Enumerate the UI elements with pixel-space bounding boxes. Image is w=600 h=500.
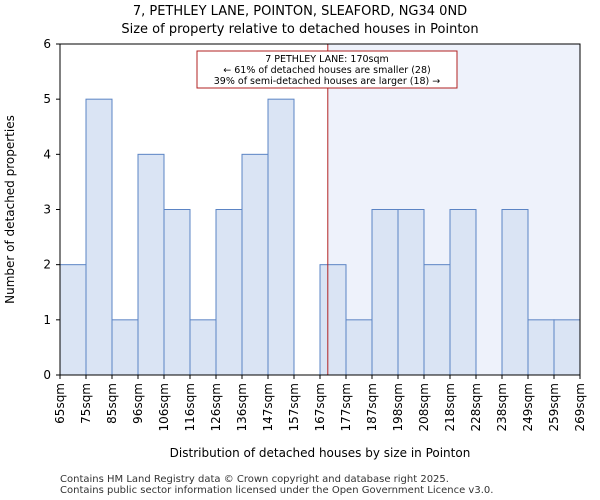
x-tick-label: 136sqm	[235, 383, 249, 431]
x-tick-label: 65sqm	[53, 383, 67, 424]
x-tick-label: 116sqm	[183, 383, 197, 431]
x-tick-label: 238sqm	[495, 383, 509, 431]
histogram-bar	[371, 209, 399, 376]
histogram-bar	[267, 98, 295, 376]
histogram-bar	[501, 209, 529, 376]
histogram-bar	[319, 264, 347, 376]
x-tick-label: 106sqm	[157, 383, 171, 431]
x-tick-label: 167sqm	[313, 383, 327, 431]
chart-title: Size of property relative to detached ho…	[121, 22, 479, 37]
histogram-bar	[553, 319, 581, 376]
histogram-chart: 0 1 2 3 4 5 6 65sqm 75sqm 85sqm 96sqm 106sqm 116sqm…	[3, 37, 587, 460]
y-tick-label: 4	[43, 147, 51, 161]
histogram-bar	[59, 264, 87, 376]
x-tick-label: 218sqm	[443, 383, 457, 431]
x-tick-label: 96sqm	[131, 383, 145, 424]
histogram-bar	[111, 319, 139, 376]
x-tick-label: 187sqm	[365, 383, 379, 431]
y-tick-label: 6	[43, 37, 51, 51]
annotation-line-2: ← 61% of detached houses are smaller (28…	[223, 65, 430, 76]
x-tick-label: 75sqm	[79, 383, 93, 424]
annotation-line-1: 7 PETHLEY LANE: 170sqm	[265, 54, 389, 65]
x-tick-label: 259sqm	[547, 383, 561, 431]
histogram-bar	[397, 209, 425, 376]
histogram-bar	[449, 209, 477, 376]
histogram-bar	[163, 209, 191, 376]
histogram-bar	[137, 153, 165, 376]
y-tick-label: 5	[43, 92, 51, 106]
x-tick-label: 269sqm	[573, 383, 587, 431]
histogram-bar	[189, 319, 217, 376]
y-tick-label: 2	[43, 258, 51, 272]
y-tick-label: 3	[43, 203, 51, 217]
x-tick-label: 249sqm	[521, 383, 535, 431]
x-tick-label: 157sqm	[287, 383, 301, 431]
histogram-bar	[85, 98, 113, 376]
y-tick-label: 1	[43, 313, 51, 327]
histogram-bar	[241, 153, 269, 376]
x-tick-label: 126sqm	[209, 383, 223, 431]
footer-licence: Contains public sector information licen…	[60, 485, 494, 496]
histogram-bar	[423, 264, 451, 376]
x-tick-label: 177sqm	[339, 383, 353, 431]
chart-title-address: 7, PETHLEY LANE, POINTON, SLEAFORD, NG34…	[132, 4, 468, 19]
annotation-box-border	[196, 50, 458, 89]
x-tick-label: 147sqm	[261, 383, 275, 431]
histogram-bar	[215, 209, 243, 376]
histogram-bar	[345, 319, 373, 376]
x-tick-label: 208sqm	[417, 383, 431, 431]
annotation-box: 7 PETHLEY LANE: 170sqm ← 61% of detached…	[196, 50, 458, 89]
y-tick-label: 0	[43, 368, 51, 382]
y-axis-label: Number of detached properties	[3, 115, 17, 304]
x-axis-label: Distribution of detached houses by size …	[170, 446, 471, 460]
x-tick-label: 228sqm	[469, 383, 483, 431]
histogram-bar	[527, 319, 555, 376]
annotation-line-3: 39% of semi-detached houses are larger (…	[214, 76, 441, 87]
x-tick-label: 85sqm	[105, 383, 119, 424]
footer-copyright: Contains HM Land Registry data © Crown c…	[60, 474, 449, 485]
x-tick-label: 198sqm	[391, 383, 405, 431]
